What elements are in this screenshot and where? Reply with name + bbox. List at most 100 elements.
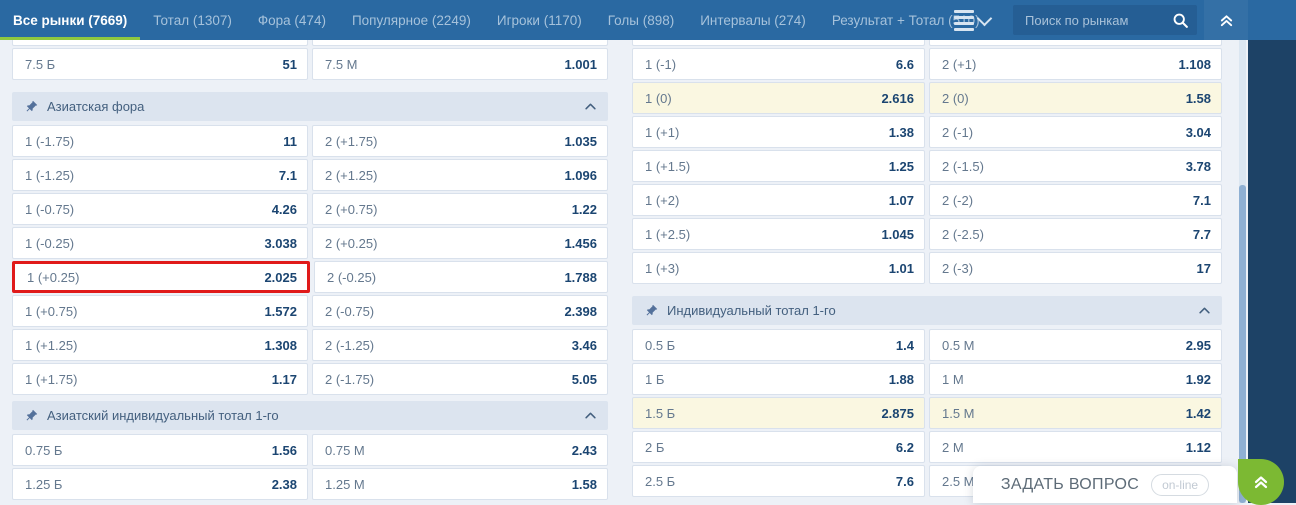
odds-cell[interactable]: 1.25 М 1.58 — [312, 468, 608, 500]
odds-value: 2.38 — [271, 476, 297, 492]
odds-cell[interactable]: 2 Б 6.2 — [632, 431, 925, 463]
scrollbar-track[interactable] — [1239, 40, 1246, 503]
chevron-up-icon[interactable] — [1199, 307, 1210, 314]
odds-cell[interactable]: 1 Б 1.88 — [632, 363, 925, 395]
pin-icon[interactable] — [21, 97, 41, 117]
odds-cell[interactable]: 2 (-1) 3.04 — [929, 116, 1222, 148]
odds-cell[interactable]: 7.5 Б 51 — [12, 48, 308, 80]
odds-cell[interactable] — [929, 40, 1222, 46]
odds-cell[interactable]: 1 (+2.5) 1.045 — [632, 218, 925, 250]
odds-cell-changed[interactable]: 2 (0) 1.58 — [929, 82, 1222, 114]
odds-cell[interactable]: 1 (-1.75) 11 — [12, 125, 308, 157]
pin-icon[interactable] — [641, 301, 661, 321]
odds-cell[interactable]: 2 (+1.75) 1.035 — [312, 125, 608, 157]
odds-cell[interactable]: 0.75 М 2.43 — [312, 434, 608, 466]
odds-cell[interactable]: 1 (+1.5) 1.25 — [632, 150, 925, 182]
odds-row: 0.75 Б 1.56 0.75 М 2.43 — [12, 434, 608, 466]
odds-cell[interactable]: 2 (+0.25) 1.456 — [312, 227, 608, 259]
odds-cell[interactable]: 2 (-2) 7.1 — [929, 184, 1222, 216]
partial-row — [632, 40, 1222, 46]
odds-cell[interactable]: 2 (-1.25) 3.46 — [312, 329, 608, 361]
odds-cell[interactable]: 1.25 Б 2.38 — [12, 468, 308, 500]
odds-cell[interactable] — [632, 40, 925, 46]
odds-cell[interactable]: 1 (-1) 6.6 — [632, 48, 925, 80]
odds-value: 7.1 — [278, 167, 297, 183]
active-tab-underline — [0, 37, 141, 40]
odds-cell[interactable]: 2 (-3) 17 — [929, 252, 1222, 284]
odds-value: 1.56 — [271, 442, 297, 458]
odds-cell[interactable]: 0.75 Б 1.56 — [12, 434, 308, 466]
odds-cell[interactable]: 2 (-0.25) 1.788 — [314, 261, 608, 293]
tab-total[interactable]: Тотал (1307) — [140, 0, 245, 40]
odds-cell[interactable]: 2 М 1.12 — [929, 431, 1222, 463]
ask-question-widget[interactable]: ЗАДАТЬ ВОПРОС on-line — [973, 466, 1237, 503]
odds-value: 1.88 — [888, 371, 914, 387]
odds-cell[interactable]: 0.5 Б 1.4 — [632, 329, 925, 361]
pin-icon[interactable] — [21, 406, 41, 426]
tab-all-markets[interactable]: Все рынки (7669) — [0, 0, 141, 40]
scroll-to-top-button[interactable] — [1238, 459, 1284, 505]
tab-intervals[interactable]: Интервалы (274) — [687, 0, 819, 40]
odds-value: 7.6 — [895, 473, 914, 489]
search-icon[interactable] — [1172, 12, 1189, 29]
odds-cell[interactable]: 1 (-1.25) 7.1 — [12, 159, 308, 191]
odds-cell[interactable]: 1 (+0.75) 1.572 — [12, 295, 308, 327]
odds-cell-changed[interactable]: 1 (0) 2.616 — [632, 82, 925, 114]
tab-players[interactable]: Игроки (1170) — [484, 0, 595, 40]
odds-label: 2 (-3) — [942, 260, 974, 276]
odds-cell[interactable]: 0.5 М 2.95 — [929, 329, 1222, 361]
chevron-up-icon[interactable] — [585, 103, 596, 110]
odds-value: 1.58 — [1185, 90, 1211, 106]
odds-cell[interactable]: 2 (+1.25) 1.096 — [312, 159, 608, 191]
odds-value: 1.42 — [1185, 405, 1211, 421]
collapse-markets-button[interactable] — [1204, 0, 1248, 40]
scrollbar-thumb[interactable] — [1239, 185, 1246, 503]
odds-row: 1 (+1) 1.38 2 (-1) 3.04 — [632, 116, 1222, 148]
odds-value: 1.12 — [1185, 439, 1211, 455]
section-header-individual-total-1st[interactable]: Индивидуальный тотал 1-го — [632, 296, 1222, 325]
odds-label: 1.25 Б — [25, 476, 63, 492]
odds-cell-changed[interactable]: 1.5 М 1.42 — [929, 397, 1222, 429]
odds-label: 2 (+0.75) — [325, 201, 378, 217]
odds-value: 3.46 — [571, 337, 597, 353]
odds-cell[interactable]: 7.5 М 1.001 — [312, 48, 608, 80]
list-icon — [954, 9, 974, 31]
tab-handicap[interactable]: Фора (474) — [245, 0, 339, 40]
odds-cell[interactable]: 1 (+3) 1.01 — [632, 252, 925, 284]
odds-cell[interactable]: 1 (+2) 1.07 — [632, 184, 925, 216]
odds-cell[interactable]: 1 (+1.25) 1.308 — [12, 329, 308, 361]
odds-value: 1.17 — [271, 371, 297, 387]
odds-cell[interactable]: 2 (-1.75) 5.05 — [312, 363, 608, 395]
odds-cell[interactable] — [12, 40, 308, 46]
odds-row: 1 (-1.25) 7.1 2 (+1.25) 1.096 — [12, 159, 608, 191]
odds-cell[interactable]: 2 (-1.5) 3.78 — [929, 150, 1222, 182]
odds-cell[interactable]: 1 М 1.92 — [929, 363, 1222, 395]
odds-label: 1 (-0.25) — [25, 235, 75, 251]
tab-goals[interactable]: Голы (898) — [595, 0, 687, 40]
tab-result-total[interactable]: Результат + Тотал (510) — [819, 0, 993, 40]
odds-cell-changed[interactable]: 1.5 Б 2.875 — [632, 397, 925, 429]
chevron-up-icon[interactable] — [585, 412, 596, 419]
search-input[interactable] — [1023, 11, 1172, 29]
odds-label: 0.5 Б — [645, 337, 676, 353]
tab-popular[interactable]: Популярное (2249) — [339, 0, 484, 40]
odds-cell[interactable]: 1 (-0.25) 3.038 — [12, 227, 308, 259]
market-view-menu-button[interactable] — [948, 0, 996, 40]
odds-row: 7.5 Б 51 7.5 М 1.001 — [12, 48, 608, 80]
odds-cell[interactable]: 1 (+1) 1.38 — [632, 116, 925, 148]
odds-cell[interactable]: 2 (+0.75) 1.22 — [312, 193, 608, 225]
odds-cell-highlighted[interactable]: 1 (+0.25) 2.025 — [12, 261, 310, 293]
odds-cell[interactable]: 2.5 Б 7.6 — [632, 465, 925, 497]
tab-label: Тотал (1307) — [153, 12, 232, 28]
section-header-asian-handicap[interactable]: Азиатская фора — [12, 92, 608, 121]
odds-label: 2 (0) — [942, 90, 969, 106]
odds-cell[interactable]: 1 (-0.75) 4.26 — [12, 193, 308, 225]
odds-cell[interactable]: 1 (+1.75) 1.17 — [12, 363, 308, 395]
odds-cell[interactable]: 2 (-2.5) 7.7 — [929, 218, 1222, 250]
odds-cell[interactable] — [312, 40, 608, 46]
section-header-asian-individual-total-1st[interactable]: Азиатский индивидуальный тотал 1-го — [12, 401, 608, 430]
odds-cell[interactable]: 2 (+1) 1.108 — [929, 48, 1222, 80]
odds-label: 0.75 Б — [25, 442, 63, 458]
right-rail — [1248, 0, 1296, 503]
odds-cell[interactable]: 2 (-0.75) 2.398 — [312, 295, 608, 327]
